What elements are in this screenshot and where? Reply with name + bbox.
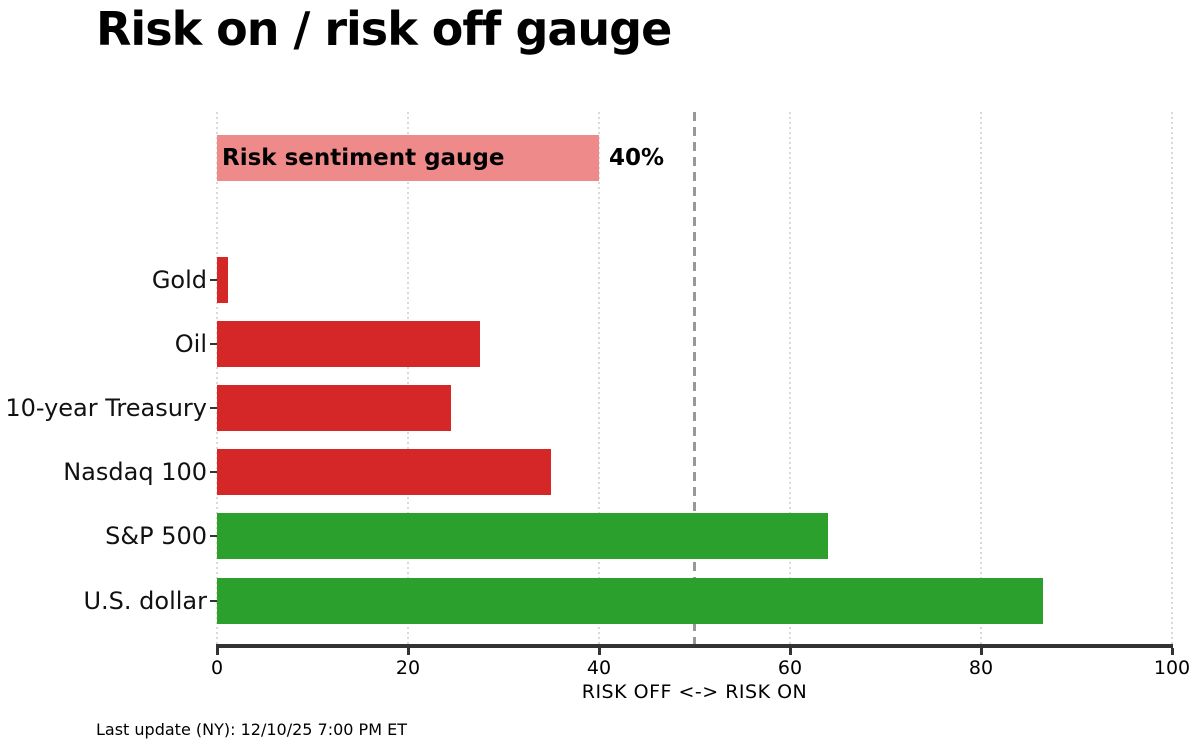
gridline-0 [216, 112, 218, 646]
bar-s-p-500 [217, 513, 829, 560]
gauge-value-label: 40% [609, 144, 665, 171]
last-update-note: Last update (NY): 12/10/25 7:00 PM ET [96, 720, 407, 739]
x-tick-100 [1170, 648, 1174, 655]
gridline-40 [598, 112, 600, 646]
chart-title: Risk on / risk off gauge [96, 2, 672, 56]
gauge-bar: Risk sentiment gauge [217, 134, 599, 181]
y-tick-gold [210, 279, 217, 281]
y-tick-10-year-treasury [210, 407, 217, 410]
x-tick-40 [597, 648, 601, 655]
x-tick-label-60: 60 [777, 657, 803, 679]
y-tick-oil [210, 343, 217, 346]
bar-oil [217, 321, 480, 368]
x-tick-60 [788, 648, 792, 655]
y-tick-s-p-500 [210, 535, 217, 538]
x-axis-title: RISK OFF <-> RISK ON [581, 681, 808, 703]
x-tick-80 [979, 648, 983, 655]
gauge-bar-label: Risk sentiment gauge [222, 144, 505, 171]
y-label-10-year-treasury: 10-year Treasury [5, 394, 207, 423]
y-tick-u-s-dollar [210, 599, 217, 602]
gridline-80 [980, 112, 982, 646]
gridline-60 [789, 112, 791, 646]
y-label-oil: Oil [174, 330, 207, 359]
y-label-nasdaq-100: Nasdaq 100 [63, 458, 207, 487]
plot-area: Risk sentiment gauge 40% [216, 112, 1173, 646]
x-tick-label-20: 20 [395, 657, 421, 679]
x-axis-line [216, 644, 1173, 648]
bar-u-s-dollar [217, 577, 1044, 624]
reference-line-50 [693, 112, 696, 646]
x-tick-20 [406, 648, 410, 655]
bar-gold [217, 257, 229, 303]
x-tick-label-40: 40 [586, 657, 612, 679]
bar-10-year-treasury [217, 385, 451, 432]
y-label-s-p-500: S&P 500 [105, 522, 207, 551]
x-tick-label-100: 100 [1153, 657, 1191, 679]
x-tick-label-0: 0 [210, 657, 224, 679]
x-tick-label-80: 80 [968, 657, 994, 679]
x-tick-0 [215, 648, 219, 655]
gridline-100 [1171, 112, 1173, 646]
y-tick-nasdaq-100 [210, 471, 217, 474]
y-label-u-s-dollar: U.S. dollar [83, 586, 207, 615]
y-label-gold: Gold [151, 266, 207, 294]
bar-nasdaq-100 [217, 449, 552, 496]
gridline-20 [407, 112, 409, 646]
